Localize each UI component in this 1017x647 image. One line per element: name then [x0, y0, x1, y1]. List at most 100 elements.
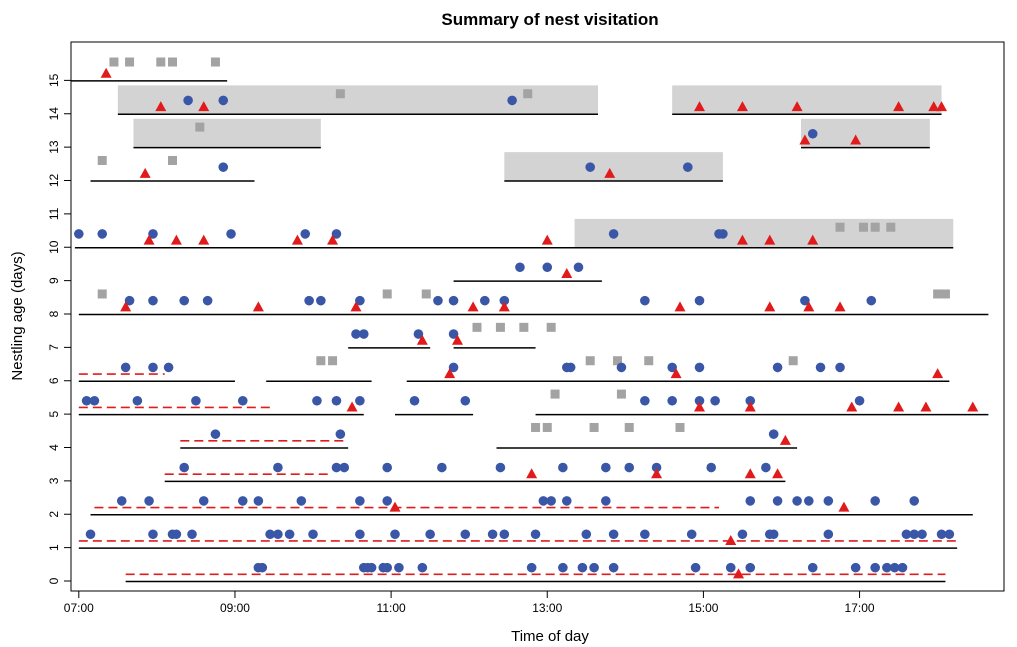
circle-marker [382, 562, 393, 573]
shaded-period [133, 118, 321, 148]
shaded-periods [117, 85, 954, 248]
square-marker [616, 389, 626, 399]
square-marker [675, 422, 685, 432]
square-marker [940, 289, 950, 299]
circle-marker [585, 162, 596, 172]
circle-marker [581, 529, 592, 540]
triangle-marker [498, 301, 510, 312]
circle-marker [823, 529, 834, 540]
y-tick-label: 12 [47, 174, 61, 188]
square-marker [195, 122, 205, 132]
square-marker [531, 422, 541, 432]
circle-marker [897, 562, 908, 573]
circle-marker [936, 529, 947, 540]
y-tick-label: 4 [47, 444, 61, 451]
triangle-marker [736, 234, 748, 245]
triangle-marker [807, 234, 819, 245]
triangle-marker [541, 234, 553, 245]
circle-marker [792, 496, 802, 506]
y-axis-title: Nestling age (days) [9, 251, 26, 380]
x-axis-title: Time of day [511, 628, 589, 645]
square-marker [421, 289, 431, 299]
triangle-marker [327, 234, 339, 245]
triangle-marker [694, 101, 706, 112]
square-marker [167, 57, 177, 67]
square-marker [613, 356, 623, 366]
triangle-marker [920, 401, 932, 412]
circle-marker [366, 562, 377, 573]
y-tick-label: 2 [47, 511, 61, 518]
circle-marker [608, 562, 619, 573]
circle-marker [218, 162, 229, 172]
circle-marker [148, 529, 158, 540]
circle-marker [226, 229, 236, 239]
y-tick-label: 11 [47, 207, 61, 220]
circle-marker [601, 462, 611, 473]
square-marker [495, 322, 505, 332]
shaded-period [801, 118, 930, 148]
triangle-marker [893, 401, 905, 412]
x-tick-label: 13:00 [532, 601, 562, 615]
circle-marker [335, 429, 346, 439]
circle-marker [589, 562, 599, 573]
triangle-marker [350, 301, 362, 312]
square-marker [382, 289, 392, 299]
triangle-marker [772, 468, 784, 479]
circle-marker [355, 395, 365, 406]
circle-marker [690, 562, 701, 573]
square-marker [933, 289, 943, 299]
square-marker [335, 89, 345, 99]
circle-marker [316, 295, 326, 306]
circle-marker [745, 496, 756, 506]
circle-marker [718, 229, 728, 239]
triangle-marker [291, 234, 303, 245]
circle-marker [542, 262, 553, 273]
circle-marker [351, 329, 361, 339]
circle-marker [807, 128, 818, 139]
circle-marker [850, 562, 861, 573]
circle-marker [608, 229, 619, 239]
circle-marker [694, 362, 705, 373]
triangle-marker [779, 434, 791, 445]
circle-marker [706, 462, 717, 473]
triangle-marker [932, 368, 944, 379]
circle-marker [132, 395, 143, 406]
circle-marker [487, 529, 498, 540]
circle-marker [651, 462, 662, 473]
circle-marker [148, 362, 158, 373]
square-marker [542, 422, 552, 432]
circle-marker [179, 462, 190, 473]
square-marker [125, 57, 135, 67]
circle-marker [187, 529, 197, 540]
square-marker [210, 57, 220, 67]
x-tick-label: 11:00 [377, 601, 406, 615]
x-tick-label: 17:00 [845, 601, 875, 615]
square-marker [624, 422, 634, 432]
circle-marker [558, 562, 568, 573]
triangle-marker [198, 101, 210, 112]
circle-marker [308, 529, 318, 540]
circle-marker [761, 462, 771, 473]
circle-marker [409, 395, 420, 406]
y-tick-label: 13 [47, 140, 61, 154]
circle-marker [89, 395, 100, 406]
circle-marker [97, 229, 108, 239]
circle-marker [882, 562, 892, 573]
circle-marker [558, 462, 568, 473]
triangle-marker [526, 468, 538, 479]
circle-marker [331, 462, 342, 473]
circle-marker [355, 529, 365, 540]
circle-marker [448, 362, 459, 373]
circle-marker [640, 295, 650, 306]
y-tick-label: 5 [47, 410, 61, 417]
square-marker [167, 155, 177, 165]
square-marker [523, 89, 533, 99]
y-tick-label: 7 [47, 344, 61, 351]
square-marker [835, 222, 845, 232]
circle-marker [725, 562, 736, 573]
circle-marker [163, 362, 174, 373]
circle-marker [265, 529, 275, 540]
y-tick-label: 8 [47, 310, 61, 317]
circle-marker [479, 295, 490, 306]
